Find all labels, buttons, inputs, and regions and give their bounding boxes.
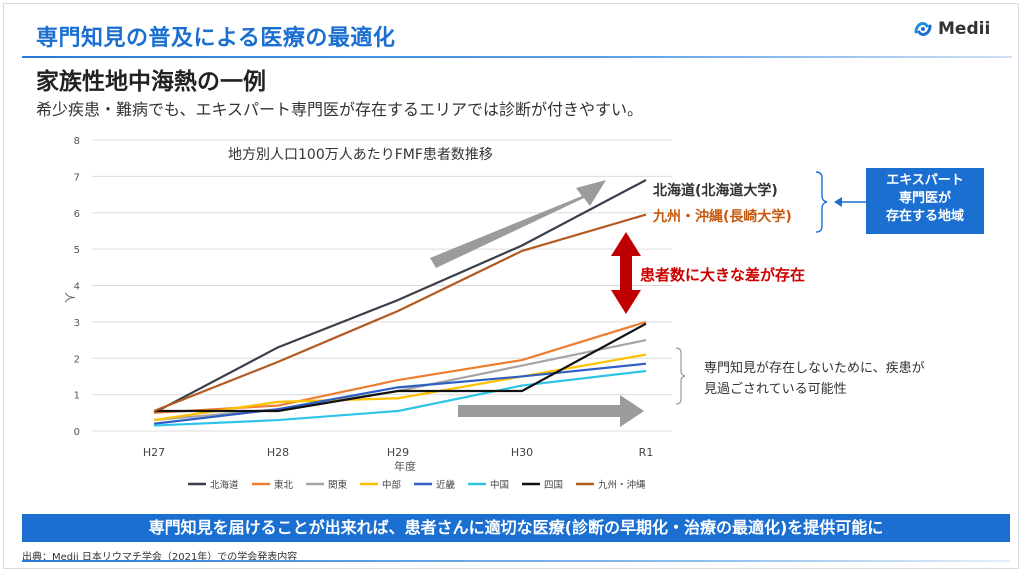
note-line: 見過ごされている可能性: [704, 382, 847, 397]
medii-logo-text: Medii: [938, 19, 991, 39]
x-tick-label: R1: [639, 446, 654, 459]
legend-label: 関東: [328, 479, 348, 491]
y-tick-label: 0: [74, 427, 80, 438]
series-line: [153, 362, 647, 425]
slide-frame: [3, 3, 1019, 569]
expert-box-line: 存在する地域: [885, 209, 964, 224]
hokkaido-annotation: 北海道(北海道大学): [653, 183, 778, 199]
series-line: [153, 179, 647, 414]
y-axis-label: 人: [63, 292, 76, 303]
chart-title: 地方別人口100万人あたりFMF患者数推移: [228, 147, 493, 163]
footer-divider: [22, 560, 1010, 562]
expert-box-line: 専門医が: [898, 191, 951, 206]
chart-series: [153, 179, 647, 427]
x-axis-label: 年度: [394, 459, 416, 473]
low-region-brace: [675, 347, 686, 405]
difference-double-arrow: [611, 232, 641, 314]
difference-annotation: 患者数に大きな差が存在: [640, 266, 806, 284]
low-region-note: 専門知見が存在しないために、疾患が 見過ごされている可能性: [704, 358, 925, 400]
legend-label: 四国: [544, 480, 563, 491]
y-tick-label: 3: [74, 318, 80, 329]
x-axis-ticks: H27 H28 H29 H30 R1: [143, 446, 653, 459]
conclusion-banner: 専門知見を届けることが出来れば、患者さんに適切な医療(診断の早期化・治療の最適化…: [22, 514, 1010, 542]
x-tick-label: H28: [267, 446, 289, 459]
medii-logo: Medii: [912, 18, 990, 40]
y-tick-label: 1: [74, 391, 80, 402]
legend-label: 東北: [274, 479, 294, 491]
legend-label: 近畿: [436, 479, 456, 491]
y-tick-label: 8: [74, 136, 80, 147]
expert-box-line: エキスパート: [886, 173, 964, 188]
legend-label: 北海道: [210, 479, 239, 491]
expert-box-arrow-head: [834, 197, 842, 207]
y-tick-label: 7: [74, 172, 80, 183]
y-tick-label: 4: [74, 282, 80, 293]
note-line: 専門知見が存在しないために、疾患が: [704, 361, 925, 376]
y-tick-label: 5: [74, 245, 80, 256]
series-line: [153, 213, 647, 413]
chart-grid: [92, 139, 672, 432]
x-tick-label: H29: [387, 446, 409, 459]
series-line: [154, 322, 647, 413]
y-tick-label: 6: [74, 209, 80, 220]
slide-title: 専門知見の普及による医療の最適化: [36, 26, 396, 51]
x-tick-label: H30: [511, 446, 533, 459]
x-tick-label: H27: [143, 446, 165, 459]
legend-label: 中国: [490, 479, 509, 491]
y-tick-label: 2: [74, 354, 80, 365]
slide-subtitle: 家族性地中海熱の一例: [36, 69, 266, 95]
legend-label: 九州・沖縄: [598, 479, 646, 491]
annotation-arrows: [430, 171, 866, 427]
medii-logo-icon: [914, 22, 932, 36]
kyushu-annotation: 九州・沖縄(長崎大学): [653, 209, 792, 225]
lead-text: 希少疾患・難病でも、エキスパート専門医が存在するエリアでは診断が付きやすい。: [36, 100, 644, 119]
legend-label: 中部: [382, 479, 401, 491]
y-axis-ticks: 0 1 2 3 4 5 6 7 8: [74, 136, 80, 438]
title-divider: [22, 56, 1012, 58]
trend-flat-arrow: [458, 395, 644, 427]
expert-region-box: エキスパート 専門医が 存在する地域: [866, 168, 984, 234]
series-line: [153, 369, 647, 427]
source-citation: 出典：Medii 日本リウマチ学会（2021年）での学会発表内容: [22, 552, 298, 563]
trend-up-arrow: [430, 180, 606, 268]
chart-legend: 北海道 東北 関東 中部 近畿 中国 四国 九州・沖縄: [188, 479, 646, 491]
expert-region-brace: [815, 171, 828, 233]
